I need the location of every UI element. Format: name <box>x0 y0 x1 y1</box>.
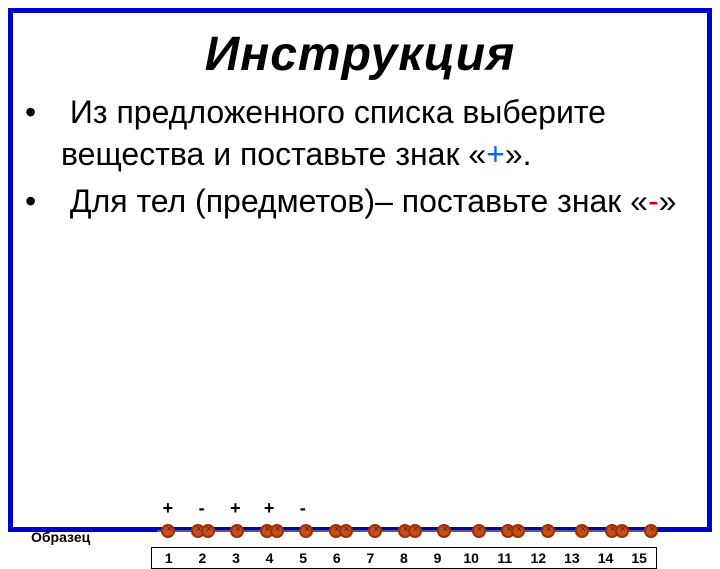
beads-row <box>151 519 657 543</box>
bullet-text-post: » <box>659 183 677 219</box>
number-label-10: 10 <box>454 548 488 568</box>
bead-icon <box>437 524 451 538</box>
bead-cell-4 <box>255 524 290 538</box>
bead-cell-3 <box>220 524 255 538</box>
number-label-3: 3 <box>219 548 253 568</box>
bead-icon <box>270 524 284 538</box>
bead-icon <box>368 524 382 538</box>
slide-frame: Инструкция Из предложенного списка выбер… <box>8 8 712 532</box>
page-title: Инструкция <box>13 27 707 82</box>
numbers-row: 123456789101112131415 <box>151 547 657 569</box>
bead-cell-1 <box>151 524 186 538</box>
number-label-8: 8 <box>387 548 421 568</box>
instruction-item-1: Из предложенного списка выберите веществ… <box>43 92 677 175</box>
beads-wrap: +-++- 123456789101112131415 <box>151 497 657 569</box>
number-label-9: 9 <box>421 548 455 568</box>
bead-icon <box>230 524 244 538</box>
number-label-11: 11 <box>488 548 522 568</box>
bead-icon <box>575 524 589 538</box>
number-label-13: 13 <box>555 548 589 568</box>
bead-icon <box>615 524 629 538</box>
bead-cell-10 <box>462 524 497 538</box>
minus-sign: - <box>648 183 659 219</box>
bead-icon <box>299 524 313 538</box>
instruction-item-2: Для тел (предметов)– поставьте знак «-» <box>43 181 677 223</box>
bead-cell-15 <box>634 524 669 538</box>
number-label-14: 14 <box>589 548 623 568</box>
answer-mark-1: + <box>151 498 185 519</box>
number-label-15: 15 <box>622 548 656 568</box>
answer-mark-4: + <box>252 498 286 519</box>
bead-cell-9 <box>427 524 462 538</box>
number-label-5: 5 <box>286 548 320 568</box>
bead-cell-7 <box>358 524 393 538</box>
number-label-7: 7 <box>354 548 388 568</box>
answer-mark-3: + <box>218 498 252 519</box>
bead-cell-13 <box>565 524 600 538</box>
bead-cell-6 <box>324 524 359 538</box>
instruction-list: Из предложенного списка выберите веществ… <box>13 92 707 223</box>
bead-icon <box>644 524 658 538</box>
bullet-text-post: ». <box>505 136 532 172</box>
answers-row: +-++- <box>151 497 657 519</box>
bead-icon <box>541 524 555 538</box>
bullet-text-pre: Для тел (предметов)– поставьте знак « <box>70 183 648 219</box>
bead-cell-11 <box>496 524 531 538</box>
bead-icon <box>408 524 422 538</box>
bead-cell-8 <box>393 524 428 538</box>
plus-sign: + <box>486 136 505 172</box>
bead-cell-14 <box>600 524 635 538</box>
bead-cell-12 <box>531 524 566 538</box>
bead-icon <box>201 524 215 538</box>
number-label-1: 1 <box>152 548 186 568</box>
bead-icon <box>339 524 353 538</box>
number-label-6: 6 <box>320 548 354 568</box>
bead-icon <box>161 524 175 538</box>
bead-icon <box>511 524 525 538</box>
number-label-12: 12 <box>522 548 556 568</box>
answer-mark-2: - <box>185 498 219 519</box>
bead-icon <box>472 524 486 538</box>
bead-cell-2 <box>186 524 221 538</box>
number-label-4: 4 <box>253 548 287 568</box>
number-label-2: 2 <box>186 548 220 568</box>
sample-label: Образец <box>31 529 90 545</box>
answer-mark-5: - <box>286 498 320 519</box>
bead-cell-5 <box>289 524 324 538</box>
